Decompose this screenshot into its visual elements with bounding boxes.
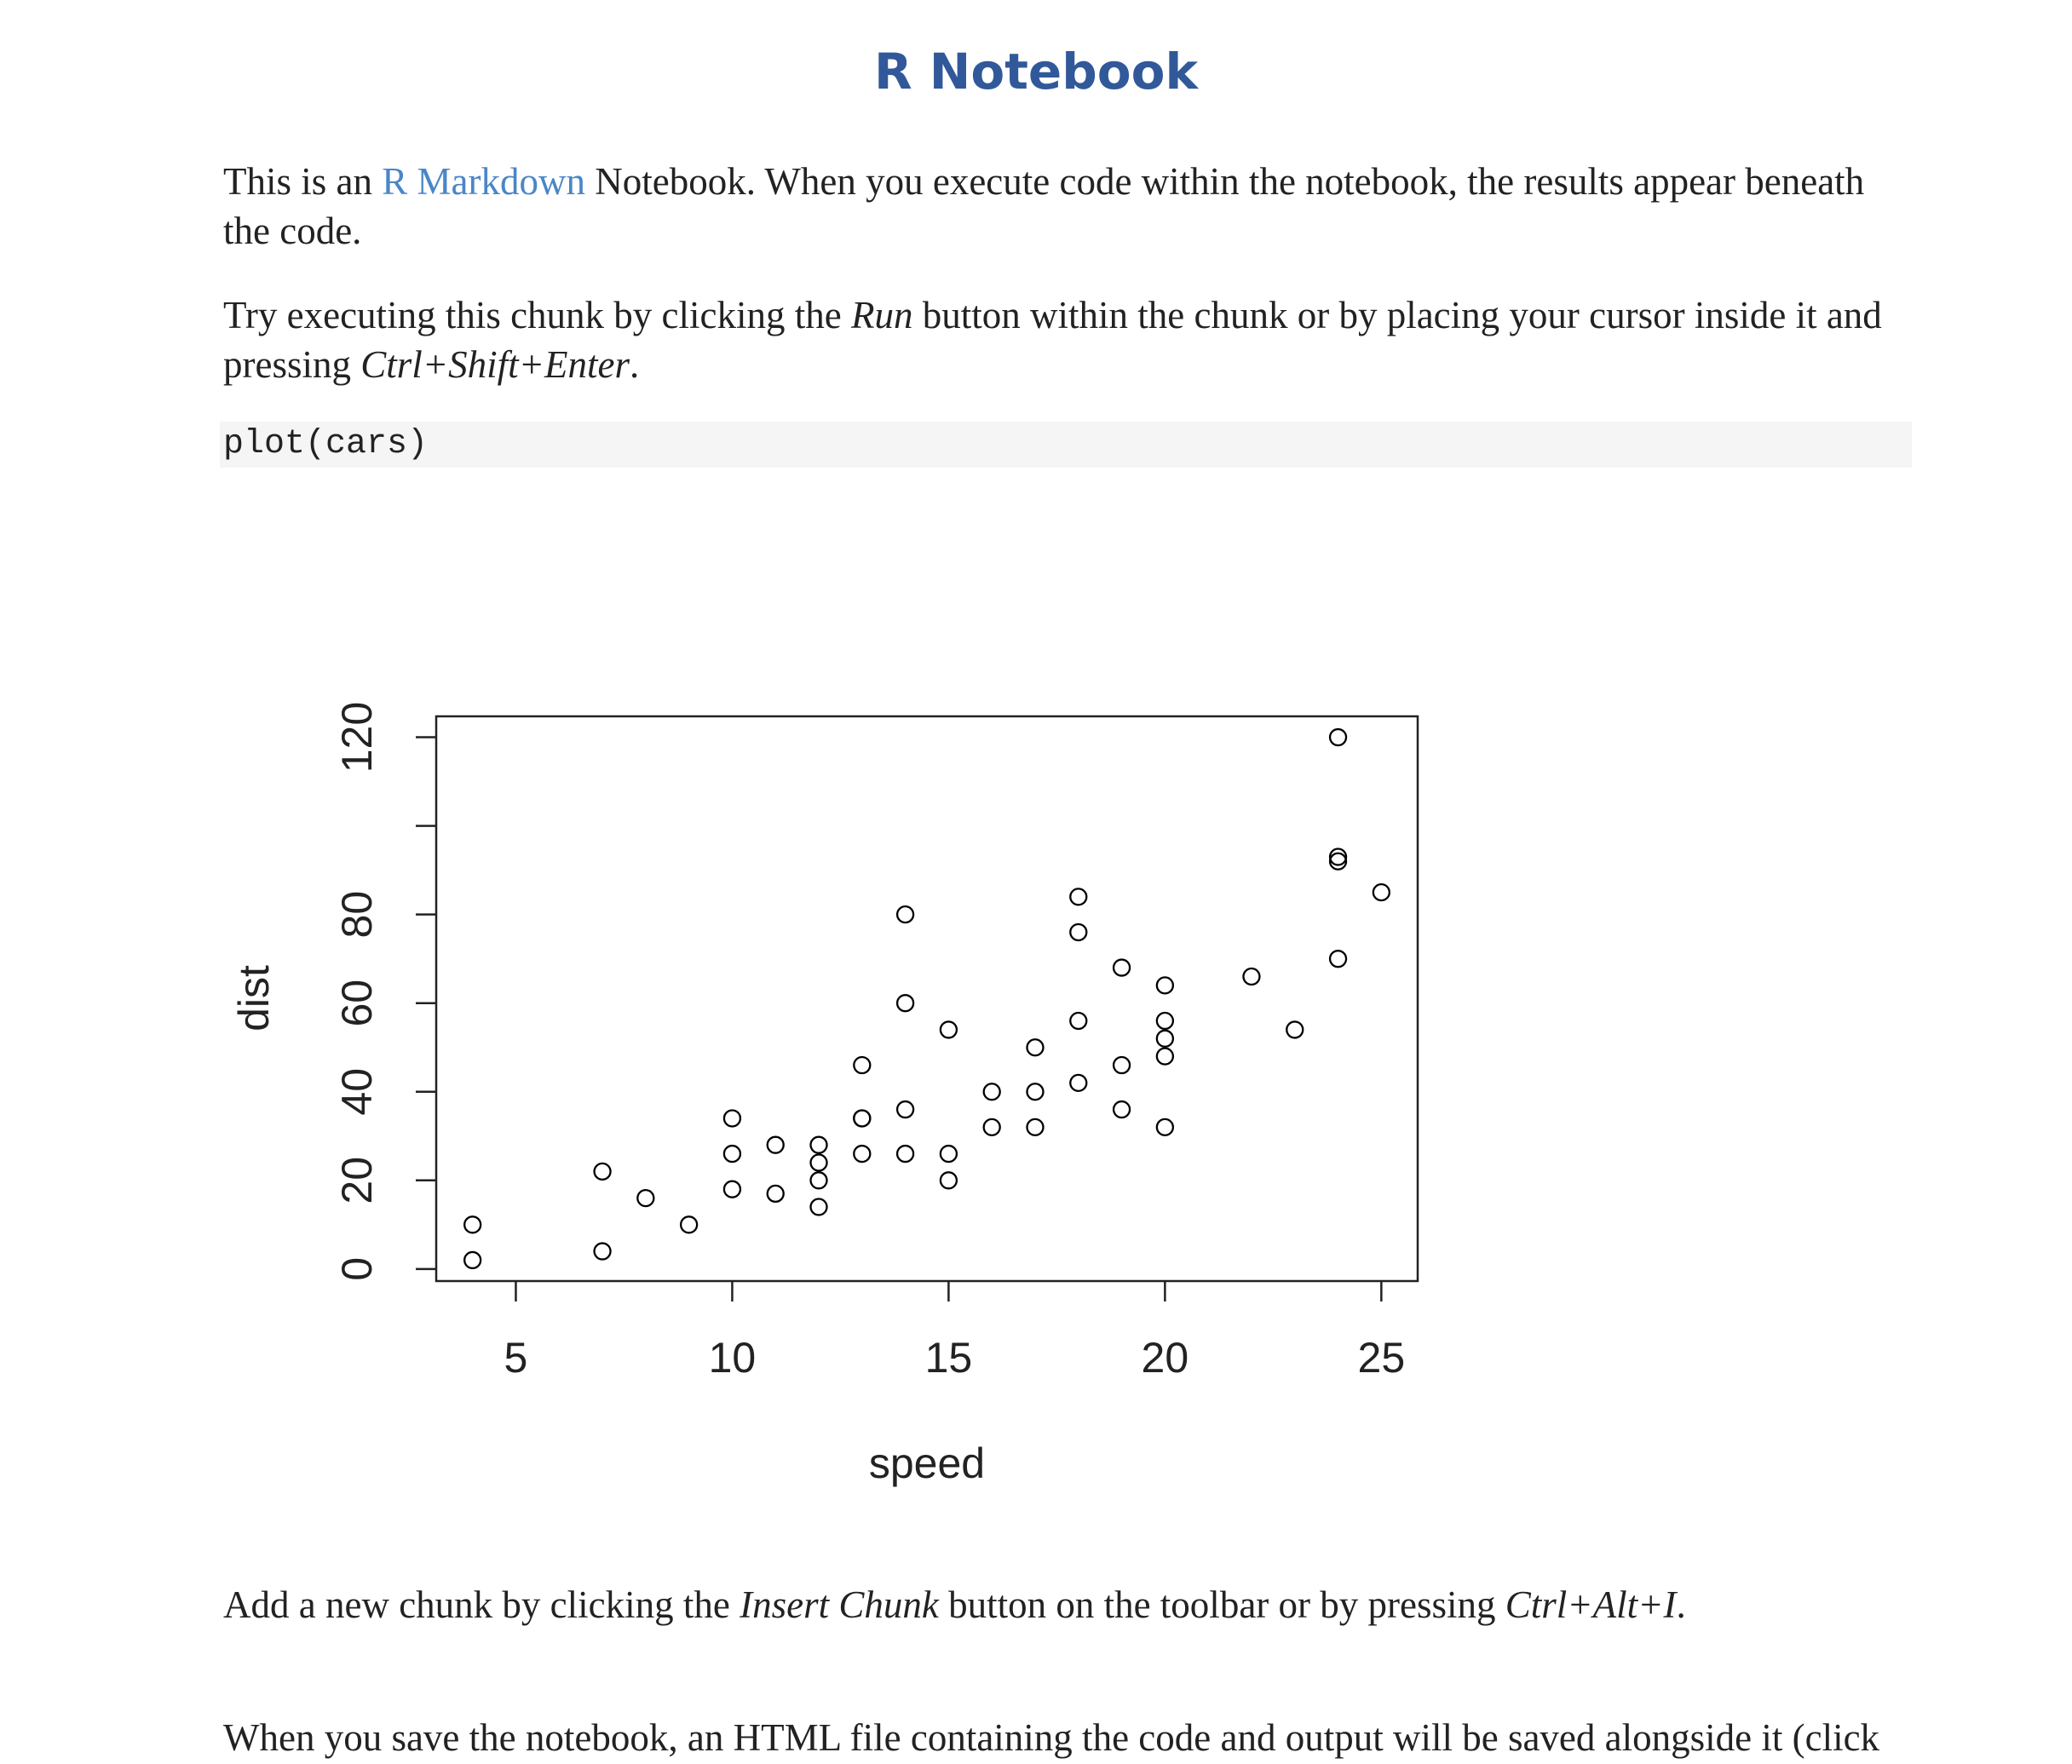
paragraph: This is an R Markdown Notebook. When you… [223, 157, 1919, 256]
point [939, 1020, 958, 1039]
point [982, 1118, 1001, 1137]
text-run: Try executing this chunk by clicking the [223, 294, 851, 336]
point [1069, 1073, 1088, 1092]
text-run: . [1676, 1583, 1686, 1626]
point [1155, 1029, 1175, 1048]
point [722, 1144, 742, 1164]
point [593, 1242, 612, 1261]
x-tick-label: 25 [1358, 1334, 1406, 1382]
y-tick-label: 0 [333, 1257, 381, 1281]
point [766, 1184, 785, 1204]
point [1286, 1020, 1304, 1039]
point [463, 1250, 482, 1270]
point [1155, 1118, 1175, 1137]
point [463, 1215, 482, 1234]
point [1112, 958, 1131, 977]
point [895, 1100, 915, 1119]
point [809, 1198, 828, 1216]
point [766, 1135, 785, 1154]
point [1328, 852, 1348, 871]
point [1328, 727, 1348, 747]
point [809, 1171, 828, 1190]
point [1026, 1118, 1045, 1137]
point [593, 1162, 612, 1181]
text-run: Add a new chunk by clicking the [223, 1583, 740, 1626]
y-tick-label: 60 [333, 980, 381, 1027]
point [809, 1153, 828, 1172]
point [853, 1055, 872, 1075]
point [853, 1144, 872, 1164]
point [895, 905, 915, 924]
y-axis-label: dist [230, 965, 278, 1031]
point [895, 1144, 915, 1164]
point [1372, 882, 1390, 902]
point [722, 1109, 742, 1128]
point [1155, 976, 1175, 995]
point [1069, 1011, 1088, 1031]
x-tick-label: 5 [504, 1334, 528, 1382]
point [1026, 1038, 1045, 1057]
point [809, 1135, 828, 1154]
point [1328, 950, 1348, 968]
y-tick-label: 80 [333, 891, 381, 939]
point [1155, 1047, 1175, 1066]
text-run: . [630, 343, 640, 386]
x-tick-label: 20 [1142, 1334, 1189, 1382]
y-tick-label: 120 [333, 702, 381, 773]
paragraph: Try executing this chunk by clicking the… [223, 290, 1919, 389]
point [1069, 888, 1088, 906]
point [1069, 922, 1088, 942]
y-tick-label: 40 [333, 1068, 381, 1116]
point [679, 1215, 699, 1234]
emphasis: Ctrl+Alt+I [1505, 1583, 1677, 1626]
plot-box [435, 715, 1419, 1283]
emphasis: Ctrl+Shift+Enter [360, 343, 630, 386]
x-tick-label: 10 [709, 1334, 757, 1382]
link[interactable]: R Markdown [382, 160, 585, 203]
point [1242, 967, 1261, 986]
text-run: This is an [223, 160, 383, 203]
y-tick-label: 20 [333, 1157, 381, 1204]
x-axis-label: speed [869, 1439, 985, 1487]
code-block: plot(cars) [220, 422, 1912, 468]
point [895, 994, 915, 1013]
emphasis: Run [851, 294, 913, 336]
text-run: button on the toolbar or by pressing [938, 1583, 1505, 1626]
point [1328, 848, 1348, 866]
point [1112, 1100, 1131, 1119]
point [982, 1083, 1001, 1101]
point [722, 1180, 742, 1198]
point [1155, 1011, 1175, 1031]
point [1112, 1055, 1131, 1075]
point [636, 1188, 655, 1208]
point [1026, 1083, 1045, 1101]
text-run: Notebook. When you execute code within t… [223, 160, 1865, 252]
paragraph: When you save the notebook, an HTML file… [223, 1713, 1919, 1764]
text-run: button within the chunk or by placing yo… [223, 294, 1882, 386]
title: R Notebook [873, 43, 1199, 101]
emphasis: Insert Chunk [740, 1583, 939, 1626]
point [853, 1109, 872, 1128]
text-run: When you save the notebook, an HTML file… [223, 1716, 1880, 1759]
point [939, 1144, 958, 1164]
point [939, 1171, 958, 1190]
x-tick-label: 15 [925, 1334, 973, 1382]
paragraph: Add a new chunk by clicking the Insert C… [223, 1580, 1919, 1629]
